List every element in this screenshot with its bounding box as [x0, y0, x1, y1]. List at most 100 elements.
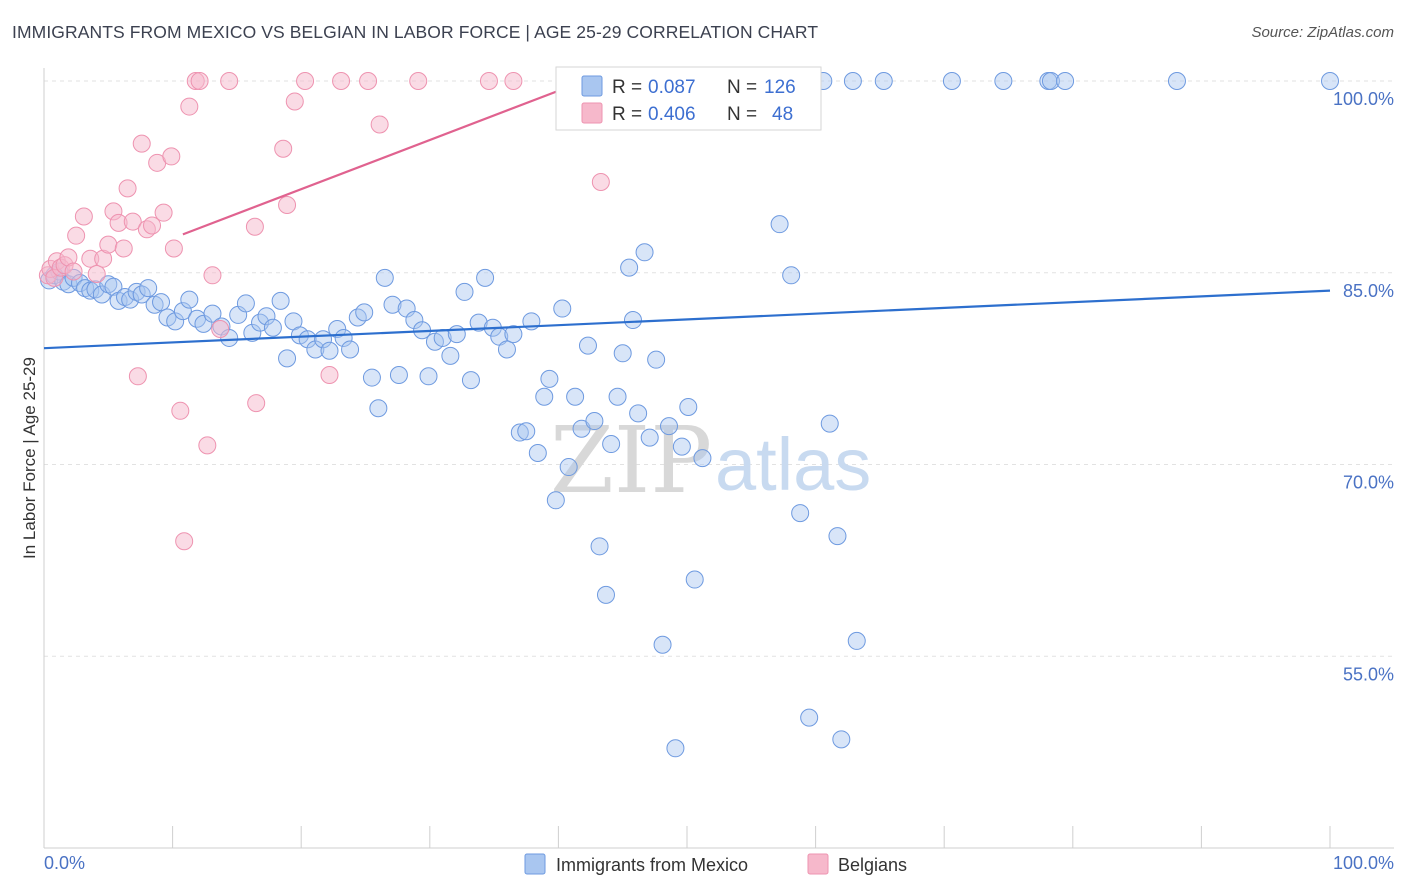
data-point-mexico [832, 730, 851, 749]
data-point-mexico [180, 290, 199, 309]
watermark-zip: ZIP [550, 407, 712, 514]
data-point-mexico [553, 299, 572, 318]
data-point-mexico [782, 266, 801, 285]
data-point-mexico [469, 313, 488, 332]
data-point-mexico [173, 302, 192, 321]
data-point-belgian [114, 239, 133, 258]
data-point-belgian [99, 235, 118, 254]
legend-n-label-belgian: N = [727, 104, 757, 125]
data-point-mexico [341, 340, 360, 359]
data-point-mexico [602, 435, 621, 454]
data-point-belgian [87, 265, 106, 284]
data-point-mexico [369, 399, 388, 418]
x-tick-label-max: 100.0% [1333, 853, 1394, 873]
data-point-mexico [685, 570, 704, 589]
chart-title: IMMIGRANTS FROM MEXICO VS BELGIAN IN LAB… [12, 22, 819, 42]
data-point-mexico [405, 311, 424, 330]
data-point-belgian [132, 134, 151, 153]
data-point-mexico [828, 527, 847, 546]
trend-line-belgian [182, 79, 585, 236]
legend-swatch-mexico [581, 75, 603, 97]
data-point-belgian [278, 195, 297, 214]
axes [43, 68, 1394, 849]
bottom-legend-label-mexico: Immigrants from Mexico [556, 855, 748, 875]
watermark: ZIP atlas [550, 407, 871, 514]
legend-r-value-mexico: 0.087 [648, 77, 696, 98]
data-point-mexico [389, 366, 408, 385]
data-point-mexico [99, 275, 118, 294]
data-point-belgian [247, 394, 266, 413]
x-tick-label-min: 0.0% [44, 853, 85, 873]
data-point-mexico [328, 319, 347, 338]
data-point-mexico [620, 258, 639, 277]
data-point-mexico [546, 491, 565, 510]
data-point-mexico [679, 397, 698, 416]
data-point-mexico [623, 311, 642, 330]
data-point-mexico [613, 344, 632, 363]
data-point-mexico [355, 303, 374, 322]
data-point-mexico [263, 318, 282, 337]
data-point-mexico [132, 285, 151, 304]
series-belgian-points [38, 72, 610, 551]
data-point-mexico [659, 417, 678, 436]
data-point-mexico [791, 504, 810, 523]
data-point-mexico [585, 412, 604, 431]
data-point-mexico [104, 277, 123, 296]
data-point-mexico [540, 369, 559, 388]
data-point-belgian [296, 72, 315, 90]
data-point-belgian [320, 366, 339, 385]
bottom-legend-swatch-belgian [807, 853, 829, 875]
data-point-belgian [479, 72, 498, 90]
data-point-mexico [203, 304, 222, 323]
data-point-belgian [74, 207, 93, 226]
data-point-mexico [590, 537, 609, 556]
data-point-mexico [298, 330, 317, 349]
y-tick-label: 70.0% [1343, 473, 1394, 493]
data-point-mexico [1321, 72, 1339, 90]
data-point-mexico [672, 437, 691, 456]
data-point-mexico [528, 443, 547, 462]
data-point-mexico [559, 458, 578, 477]
bottom-legend: Immigrants from Mexico Belgians [524, 853, 907, 875]
data-point-mexico [874, 72, 893, 90]
data-point-mexico [476, 268, 495, 287]
series-mexico-points [40, 72, 1339, 758]
data-point-mexico [578, 336, 597, 355]
data-point-belgian [198, 436, 217, 455]
data-point-mexico [504, 325, 523, 344]
data-point-mexico [166, 312, 185, 331]
bottom-legend-label-belgian: Belgians [838, 855, 907, 875]
data-point-mexico [1167, 72, 1186, 90]
data-point-belgian [128, 367, 147, 386]
data-point-mexico [640, 428, 659, 447]
data-point-mexico [566, 387, 585, 406]
data-point-mexico [693, 449, 712, 468]
bottom-legend-swatch-mexico [524, 853, 546, 875]
data-point-belgian [359, 72, 378, 90]
data-point-mexico [608, 387, 627, 406]
data-point-mexico [820, 414, 839, 433]
data-point-belgian [245, 217, 264, 236]
data-point-belgian [175, 532, 194, 551]
data-point-mexico [596, 585, 615, 604]
data-point-mexico [461, 371, 480, 390]
data-point-belgian [370, 115, 389, 134]
data-point-belgian [154, 203, 173, 222]
watermark-atlas: atlas [715, 423, 871, 506]
data-point-mexico [306, 340, 325, 359]
data-point-mexico [770, 215, 789, 234]
y-axis-title: In Labor Force | Age 25-29 [20, 357, 39, 559]
data-point-mexico [455, 282, 474, 301]
legend-n-value-mexico: 126 [764, 77, 796, 98]
data-point-mexico [635, 243, 654, 262]
data-point-mexico [1041, 72, 1060, 90]
y-tick-labels: 55.0% 70.0% 85.0% 100.0% [1333, 89, 1394, 684]
stats-legend: R = 0.087 N = 126 R = 0.406 N = 48 [555, 66, 822, 131]
data-point-mexico [517, 422, 536, 441]
data-point-mexico [257, 307, 276, 326]
data-point-mexico [441, 346, 460, 365]
data-point-mexico [121, 290, 140, 309]
data-point-mexico [629, 404, 648, 423]
data-point-mexico [419, 367, 438, 386]
data-point-belgian [504, 72, 523, 90]
